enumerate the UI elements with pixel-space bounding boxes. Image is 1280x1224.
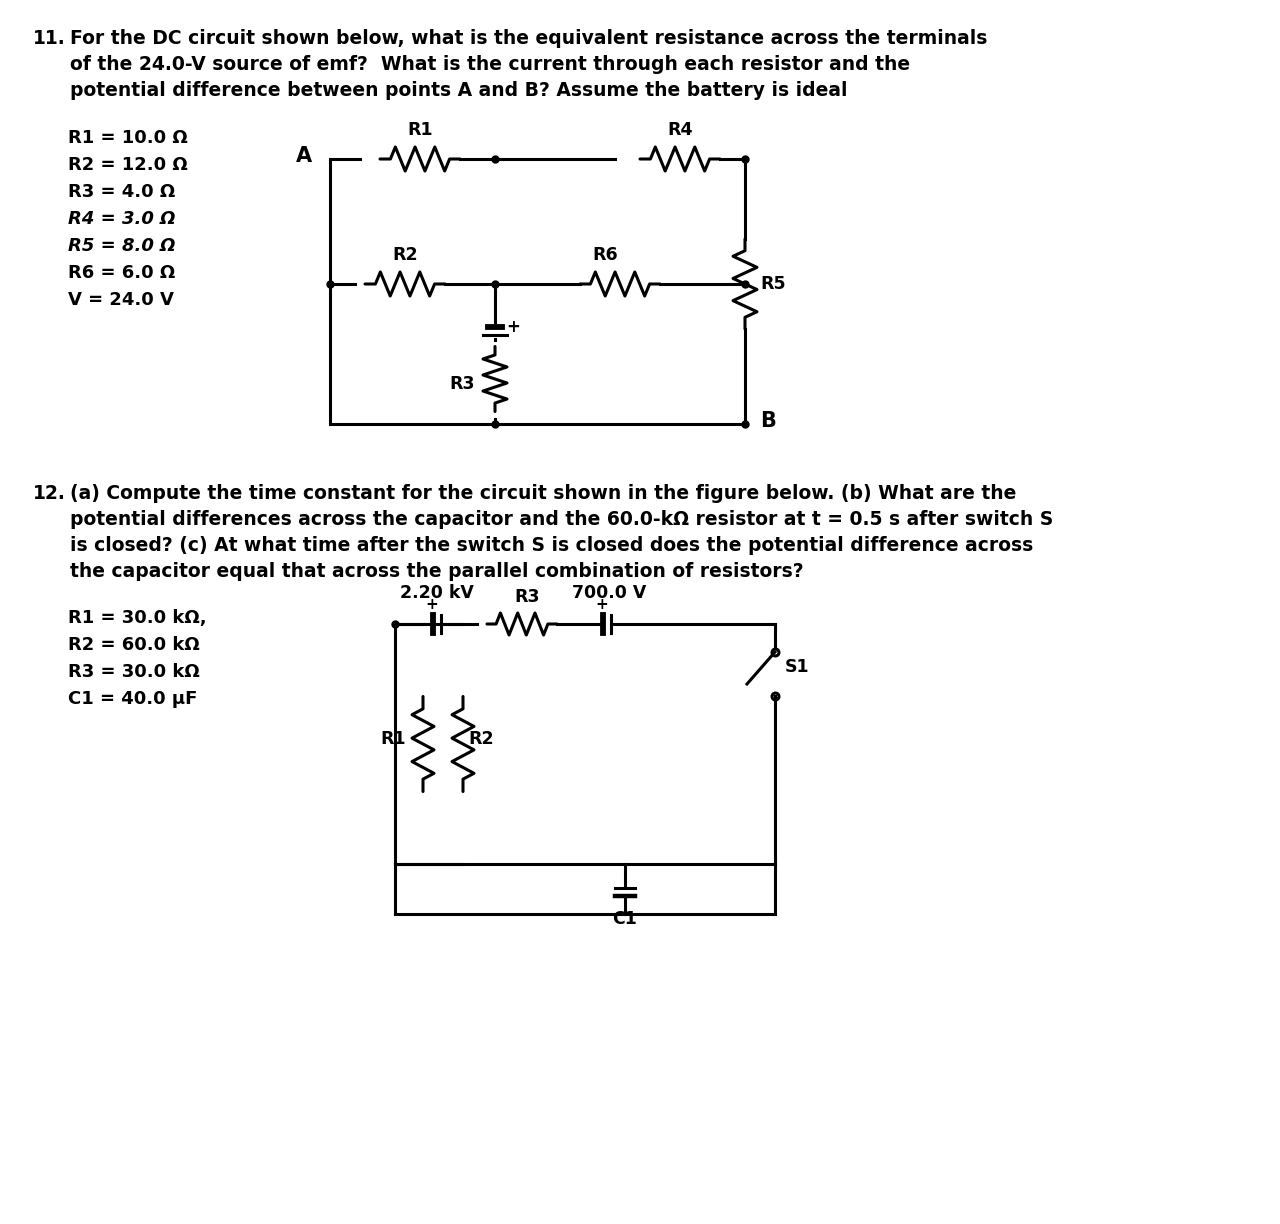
Text: R6: R6 [593, 246, 618, 264]
Text: (a) Compute the time constant for the circuit shown in the figure below. (b) Wha: (a) Compute the time constant for the ci… [70, 483, 1016, 503]
Text: R2: R2 [392, 246, 417, 264]
Text: R3: R3 [515, 588, 540, 606]
Text: C1: C1 [613, 909, 637, 928]
Text: 12.: 12. [33, 483, 65, 503]
Text: potential differences across the capacitor and the 60.0-kΩ resistor at t = 0.5 s: potential differences across the capacit… [70, 510, 1053, 529]
Text: R3 = 4.0 Ω: R3 = 4.0 Ω [68, 184, 175, 201]
Text: V = 24.0 V: V = 24.0 V [68, 291, 174, 308]
Text: R2 = 12.0 Ω: R2 = 12.0 Ω [68, 155, 188, 174]
Text: 700.0 V: 700.0 V [572, 584, 646, 602]
Text: B: B [760, 411, 776, 431]
Text: +: + [595, 597, 608, 612]
Text: R4: R4 [667, 121, 692, 140]
Text: is closed? (c) At what time after the switch S is closed does the potential diff: is closed? (c) At what time after the sw… [70, 536, 1033, 554]
Text: S1: S1 [785, 659, 810, 676]
Text: R2 = 60.0 kΩ: R2 = 60.0 kΩ [68, 636, 200, 654]
Text: C1 = 40.0 μF: C1 = 40.0 μF [68, 690, 197, 707]
Text: R3 = 30.0 kΩ: R3 = 30.0 kΩ [68, 663, 200, 681]
Text: R1: R1 [407, 121, 433, 140]
Text: R2: R2 [468, 730, 494, 748]
Text: R4 = 3.0 Ω: R4 = 3.0 Ω [68, 211, 175, 228]
Text: For the DC circuit shown below, what is the equivalent resistance across the ter: For the DC circuit shown below, what is … [70, 29, 987, 48]
Text: potential difference between points A and B? Assume the battery is ideal: potential difference between points A an… [70, 81, 847, 100]
Text: R3: R3 [449, 375, 475, 393]
Text: A: A [296, 146, 312, 166]
Text: R5: R5 [760, 275, 786, 293]
Text: R6 = 6.0 Ω: R6 = 6.0 Ω [68, 264, 175, 282]
Text: R1 = 30.0 kΩ,: R1 = 30.0 kΩ, [68, 610, 206, 627]
Text: R5 = 8.0 Ω: R5 = 8.0 Ω [68, 237, 175, 255]
Text: of the 24.0-V source of emf?  What is the current through each resistor and the: of the 24.0-V source of emf? What is the… [70, 55, 910, 73]
Text: 2.20 kV: 2.20 kV [401, 584, 474, 602]
Text: +: + [426, 597, 438, 612]
Text: 11.: 11. [33, 29, 65, 48]
Text: +: + [506, 318, 520, 337]
Text: the capacitor equal that across the parallel combination of resistors?: the capacitor equal that across the para… [70, 562, 804, 581]
Text: R1: R1 [380, 730, 406, 748]
Text: R1 = 10.0 Ω: R1 = 10.0 Ω [68, 129, 188, 147]
